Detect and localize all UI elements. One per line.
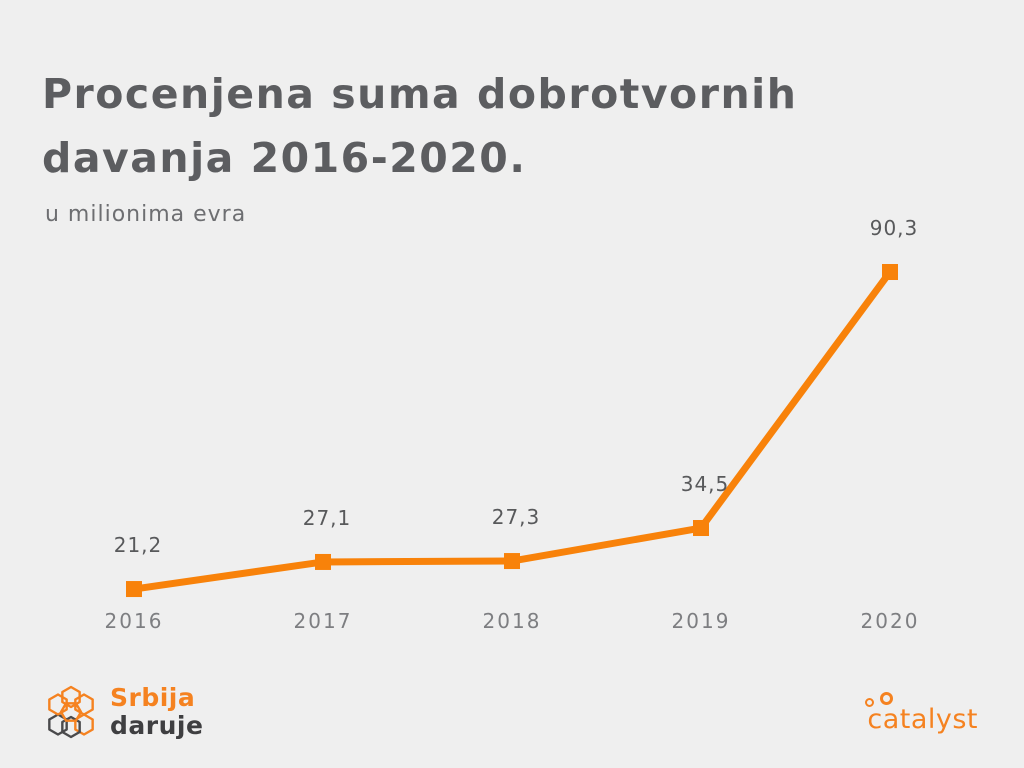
value-label-2019: 34,5 — [681, 472, 730, 496]
data-point-marker-2019 — [693, 520, 709, 537]
srbija-daruje-wordmark-line2: daruje — [110, 711, 204, 740]
data-point-marker-2018 — [504, 553, 520, 570]
category-label-2016: 2016 — [105, 609, 164, 633]
category-label-2019: 2019 — [672, 609, 731, 633]
catalyst-small-ring-icon — [865, 698, 875, 707]
page-title: Procenjena suma dobrotvornih davanja 201… — [42, 62, 797, 190]
category-label-2018: 2018 — [483, 609, 542, 633]
value-label-2017: 27,1 — [303, 506, 352, 530]
srbija-daruje-logo: Srbija daruje — [42, 682, 203, 742]
page-title-line2: davanja 2016-2020. — [42, 134, 527, 182]
hexagon-flower-icon — [48, 685, 94, 739]
catalyst-logo: catalyst — [865, 692, 978, 742]
value-label-2018: 27,3 — [492, 505, 541, 529]
data-point-marker-2017 — [315, 553, 331, 570]
category-label-2017: 2017 — [294, 609, 353, 633]
value-label-2020: 90,3 — [870, 216, 919, 240]
catalyst-wordmark: catalyst — [867, 704, 978, 735]
value-label-2016: 21,2 — [114, 533, 163, 557]
data-point-marker-2016 — [126, 581, 142, 598]
trend-line — [133, 269, 893, 593]
page-title-line1: Procenjena suma dobrotvornih — [42, 70, 798, 118]
catalyst-large-ring-icon — [880, 692, 894, 705]
chart-unit-label: u milionima evra — [45, 202, 247, 227]
srbija-daruje-wordmark-line1: Srbija — [110, 683, 196, 712]
srbija-daruje-wordmark: Srbija daruje — [110, 684, 203, 740]
data-point-marker-2020 — [882, 264, 898, 281]
category-label-2020: 2020 — [861, 609, 920, 633]
